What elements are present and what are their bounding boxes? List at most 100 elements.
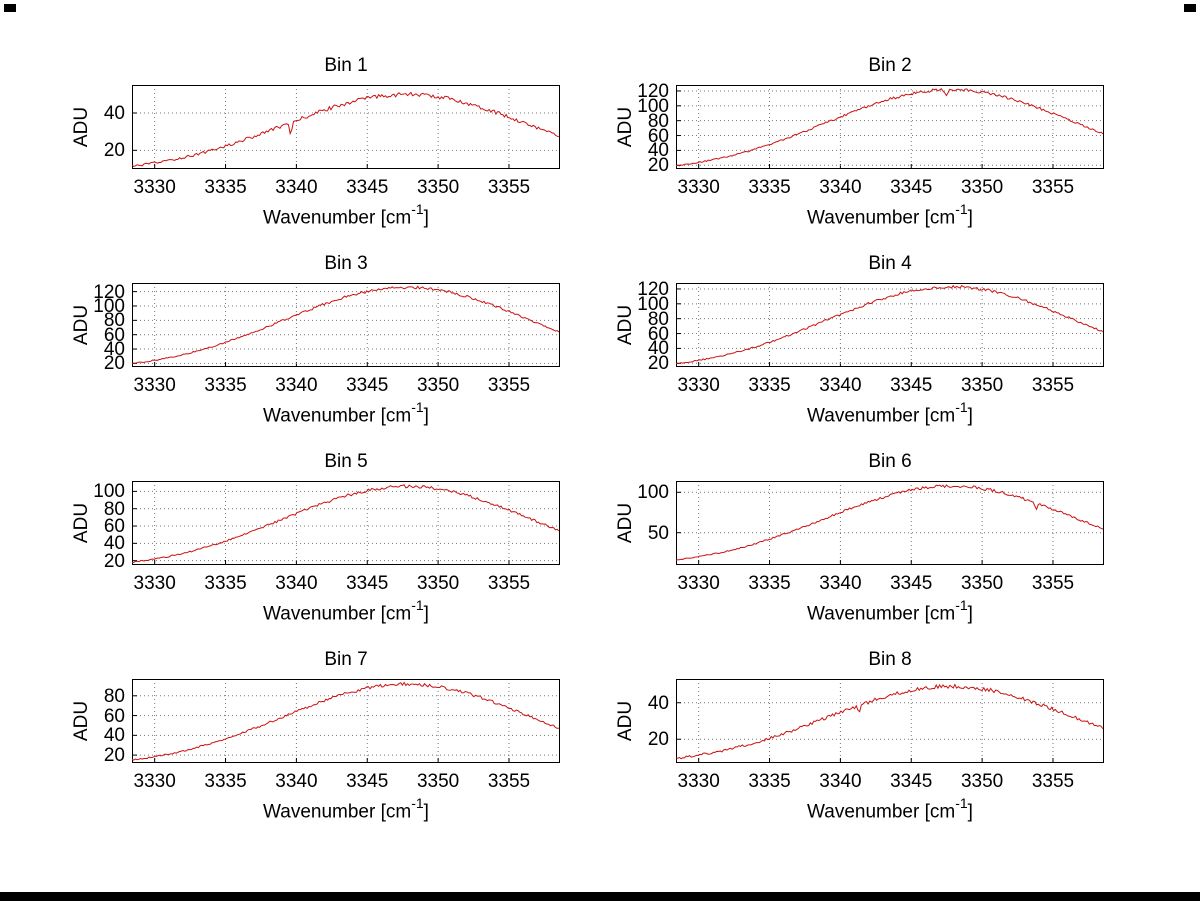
x-tick-label: 3345 xyxy=(890,771,933,792)
x-tick-label: 3335 xyxy=(204,573,247,594)
y-tick-label: 20 xyxy=(647,729,669,751)
plot-title: Bin 1 xyxy=(324,55,368,76)
x-axis-label-superscript: -1 xyxy=(411,597,424,613)
x-tick-label: 3345 xyxy=(346,573,389,594)
x-axis-label: Wavenumber [cm-1] xyxy=(676,201,1104,229)
x-tick-label: 3340 xyxy=(819,771,862,792)
plot-title: Bin 8 xyxy=(868,649,912,670)
x-tick-label: 3330 xyxy=(677,375,720,396)
x-tick-label: 3340 xyxy=(275,375,318,396)
x-tick-label: 3335 xyxy=(204,375,247,396)
x-tick-label: 3355 xyxy=(1031,573,1075,594)
x-tick-label: 3330 xyxy=(677,771,720,792)
x-tick-label: 3350 xyxy=(416,177,460,198)
y-tick-label: 50 xyxy=(647,522,669,544)
x-tick-label: 3330 xyxy=(677,177,720,198)
x-axis-label-bracket: ] xyxy=(967,801,973,823)
x-axis-label-text: Wavenumber [cm xyxy=(807,801,956,823)
x-tick-label: 3345 xyxy=(346,375,389,396)
x-axis-label-text: Wavenumber [cm xyxy=(807,207,956,229)
x-tick-label: 3350 xyxy=(960,177,1004,198)
x-tick-label: 3345 xyxy=(890,573,933,594)
x-tick-label: 3335 xyxy=(748,177,791,198)
y-tick-label: 40 xyxy=(103,533,125,555)
subplot-bin-1: Bin 1 ADU Wavenumber [cm-1] 3330 3335 3340… xyxy=(71,55,560,228)
x-axis-label-text: Wavenumber [cm xyxy=(263,207,412,229)
x-axis-label: Wavenumber [cm-1] xyxy=(132,399,560,427)
x-tick-label: 3335 xyxy=(748,375,791,396)
x-tick-label: 3350 xyxy=(960,573,1004,594)
y-tick-label: 20 xyxy=(647,155,669,177)
x-axis-label-text: Wavenumber [cm xyxy=(807,405,956,427)
y-tick-label: 60 xyxy=(647,125,669,147)
x-axis-label-bracket: ] xyxy=(423,801,429,823)
y-tick-label: 40 xyxy=(103,103,125,124)
subplot-bin-5: Bin 5 ADU Wavenumber [cm-1] 3330 3335 3340… xyxy=(71,451,560,624)
x-tick-label: 3355 xyxy=(487,771,531,792)
y-tick-label: 20 xyxy=(103,745,125,767)
x-tick-label: 3330 xyxy=(133,375,176,396)
x-tick-label: 3355 xyxy=(1031,177,1075,198)
subplot-bin-6: Bin 6 ADU Wavenumber [cm-1] 3330 3335 3340… xyxy=(615,451,1104,624)
x-axis-label: Wavenumber [cm-1] xyxy=(676,597,1104,625)
x-tick-label: 3340 xyxy=(275,771,318,792)
subplot-bin-4: Bin 4 ADU Wavenumber [cm-1] 3330 3335 3340… xyxy=(615,253,1104,426)
x-axis-label-bracket: ] xyxy=(967,405,973,427)
x-tick-label: 3340 xyxy=(819,375,862,396)
y-tick-label: 60 xyxy=(647,323,669,345)
x-tick-label: 3330 xyxy=(133,177,176,198)
x-axis-label-bracket: ] xyxy=(423,405,429,427)
x-axis-label-bracket: ] xyxy=(423,603,429,625)
x-axis-label: Wavenumber [cm-1] xyxy=(676,399,1104,427)
x-tick-label: 3350 xyxy=(416,573,460,594)
x-axis-label-superscript: -1 xyxy=(955,597,968,613)
x-tick-label: 3345 xyxy=(346,177,389,198)
screen-artifact-top-left xyxy=(4,4,16,12)
x-axis-label-superscript: -1 xyxy=(411,399,424,415)
y-tick-label: 80 xyxy=(103,498,125,520)
x-tick-label: 3355 xyxy=(487,375,531,396)
x-axis-label-text: Wavenumber [cm xyxy=(807,603,956,625)
x-tick-label: 3335 xyxy=(748,771,791,792)
x-axis-label-superscript: -1 xyxy=(955,201,968,217)
plot-area xyxy=(132,481,560,565)
y-tick-label: 40 xyxy=(103,339,125,361)
x-tick-label: 3350 xyxy=(960,375,1004,396)
x-tick-label: 3355 xyxy=(1031,771,1075,792)
x-axis-label-bracket: ] xyxy=(967,207,973,229)
plot-area xyxy=(676,85,1104,169)
x-axis-label-text: Wavenumber [cm xyxy=(263,405,412,427)
plot-title: Bin 2 xyxy=(868,55,912,76)
y-tick-label: 100 xyxy=(637,482,669,504)
y-tick-label: 40 xyxy=(103,725,125,747)
y-tick-label: 100 xyxy=(637,293,669,315)
plot-title: Bin 6 xyxy=(868,451,912,472)
plot-title: Bin 5 xyxy=(324,451,368,472)
y-tick-label: 60 xyxy=(103,705,125,727)
y-tick-label: 20 xyxy=(103,140,125,162)
y-tick-label: 60 xyxy=(103,324,125,346)
y-tick-label: 60 xyxy=(103,516,125,538)
x-tick-label: 3330 xyxy=(133,771,176,792)
screen-artifact-bottom-bar xyxy=(0,892,1200,901)
x-tick-label: 3355 xyxy=(487,177,531,198)
plot-area xyxy=(676,481,1104,565)
x-tick-label: 3335 xyxy=(204,771,247,792)
x-axis-label: Wavenumber [cm-1] xyxy=(676,795,1104,823)
x-tick-label: 3350 xyxy=(960,771,1004,792)
y-tick-label: 80 xyxy=(103,310,125,332)
plot-area xyxy=(132,679,560,763)
x-axis-label: Wavenumber [cm-1] xyxy=(132,795,560,823)
y-tick-label: 20 xyxy=(647,353,669,375)
x-axis-label-superscript: -1 xyxy=(411,795,424,811)
plot-title: Bin 4 xyxy=(868,253,912,274)
plot-area xyxy=(676,679,1104,763)
x-axis-label-bracket: ] xyxy=(423,207,429,229)
x-tick-label: 3335 xyxy=(204,177,247,198)
x-axis-label-bracket: ] xyxy=(967,603,973,625)
subplot-bin-2: Bin 2 ADU Wavenumber [cm-1] 3330 3335 3340… xyxy=(615,55,1104,228)
x-tick-label: 3335 xyxy=(748,573,791,594)
plot-area xyxy=(132,85,560,169)
x-tick-label: 3350 xyxy=(416,771,460,792)
x-tick-label: 3345 xyxy=(346,771,389,792)
